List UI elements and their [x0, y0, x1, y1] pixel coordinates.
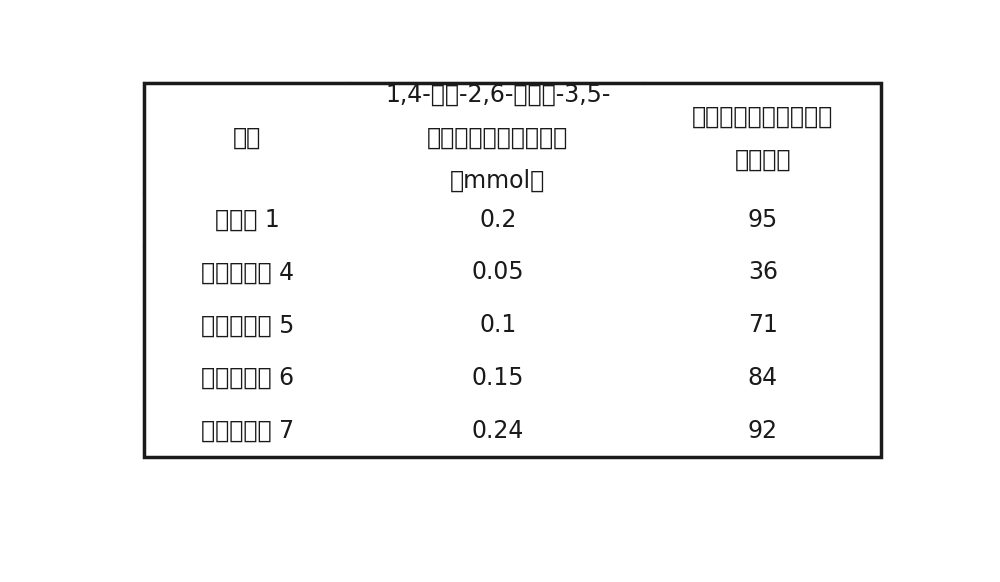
Bar — [351, 352, 645, 404]
Text: 95: 95 — [748, 208, 778, 232]
Bar — [144, 404, 351, 457]
Bar — [144, 83, 881, 457]
Bar — [144, 352, 351, 404]
Text: 36: 36 — [748, 260, 778, 285]
Bar — [351, 83, 645, 193]
Bar — [645, 193, 881, 246]
Bar — [645, 246, 881, 299]
Text: 比较实施例 6: 比较实施例 6 — [201, 366, 294, 390]
Text: 比较实施例 4: 比较实施例 4 — [201, 260, 294, 285]
Text: 比较实施例 5: 比较实施例 5 — [201, 313, 294, 338]
Bar — [351, 246, 645, 299]
Bar — [645, 404, 881, 457]
Bar — [645, 83, 881, 193]
Text: 0.2: 0.2 — [479, 208, 516, 232]
Text: 0.05: 0.05 — [471, 260, 524, 285]
Bar — [645, 352, 881, 404]
Text: 0.24: 0.24 — [472, 419, 524, 443]
Text: 1,4-二氨-2,6-二甲基-3,5-
吡啶二羧酸二乙酯用量
（mmol）: 1,4-二氨-2,6-二甲基-3,5- 吡啶二羧酸二乙酯用量 （mmol） — [385, 83, 610, 193]
Bar — [144, 246, 351, 299]
Bar — [351, 193, 645, 246]
Text: 71: 71 — [748, 313, 778, 338]
Text: 0.15: 0.15 — [472, 366, 524, 390]
Bar — [144, 193, 351, 246]
Bar — [351, 299, 645, 352]
Text: 92: 92 — [748, 419, 778, 443]
Bar — [144, 299, 351, 352]
Text: 比较实施例 7: 比较实施例 7 — [201, 419, 294, 443]
Text: 苯乙酸脱羧转化为苯甲
醇的产率: 苯乙酸脱羧转化为苯甲 醇的产率 — [692, 105, 833, 172]
Text: 0.1: 0.1 — [479, 313, 516, 338]
Text: 实施例 1: 实施例 1 — [215, 208, 280, 232]
Text: 84: 84 — [748, 366, 778, 390]
Bar — [351, 404, 645, 457]
Bar — [645, 299, 881, 352]
Bar — [144, 83, 351, 193]
Text: 项目: 项目 — [233, 126, 262, 150]
